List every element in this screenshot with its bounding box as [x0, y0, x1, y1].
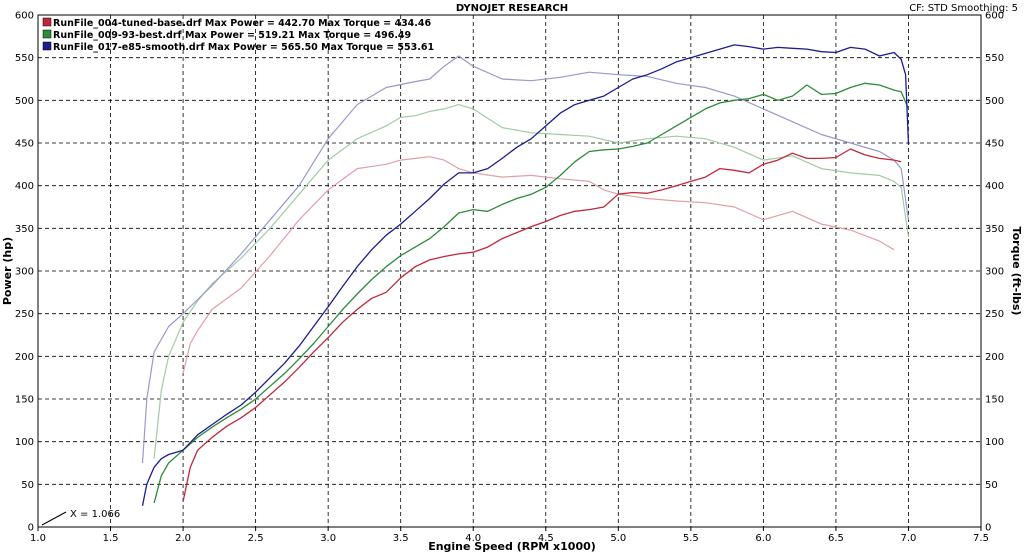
y-tick-label-right: 500: [985, 96, 1004, 107]
y-tick-label-right: 400: [985, 181, 1004, 192]
x-tick-label: 6.0: [755, 533, 771, 544]
y-tick-label-left: 250: [15, 309, 34, 320]
y-ticks-left: 0 50 100 150 200 250 300 350 400 450 500 550 600: [15, 11, 34, 534]
y-tick-label-left: 0: [28, 523, 34, 534]
x-tick-label: 4.5: [538, 533, 554, 544]
legend: RunFile_004-tuned-base.drf Max Power = 4…: [42, 17, 434, 53]
y-tick-label-right: 100: [985, 437, 1004, 448]
torque-curve-3: [141, 55, 910, 464]
power-curve-3: [141, 44, 910, 506]
y-tick-label-right: 450: [985, 139, 1004, 150]
torque-curve-2: [153, 103, 910, 459]
y-tick-label-right: 150: [985, 395, 1004, 406]
cursor-readout: X = 1.066: [41, 509, 120, 526]
x-tick-label: 6.5: [828, 533, 844, 544]
x-tick-label: 4.0: [465, 533, 481, 544]
y-tick-label-left: 50: [21, 480, 34, 491]
x-tick-label: 3.0: [320, 533, 336, 544]
x-ticks: 1.0 1.5 2.0 2.5 3.0 3.5 4.0 4.5 5.0 5.5 6.0 6.5 7.0 7…: [30, 527, 989, 544]
y-tick-label-left: 350: [15, 224, 34, 235]
x-tick-label: 7.5: [973, 533, 989, 544]
x-axis-label: Engine Speed (RPM x1000): [428, 540, 596, 552]
chart-title: DYNOJET RESEARCH: [456, 3, 568, 14]
legend-swatch-2: [42, 29, 52, 39]
legend-entry-1: RunFile_004-tuned-base.drf Max Power = 4…: [53, 18, 432, 29]
header-right: CF: STD Smoothing: 5: [909, 3, 1018, 14]
grid: [38, 15, 981, 527]
legend-entry-2: RunFile_009-93-best.drf Max Power = 519.…: [53, 30, 411, 41]
x-tick-label: 5.0: [610, 533, 626, 544]
y-tick-label-right: 550: [985, 53, 1004, 64]
y-tick-label-left: 550: [15, 53, 34, 64]
power-curve-1: [182, 148, 902, 502]
y-tick-label-left: 300: [15, 267, 34, 278]
y-axis-label-right: Torque (ft-lbs): [1010, 227, 1023, 316]
y-ticks-right: 0 50 100 150 200 250 300 350 400 450 500 550 600: [985, 11, 1004, 534]
y-tick-label-right: 200: [985, 352, 1004, 363]
x-tick-label: 5.5: [683, 533, 699, 544]
y-tick-label-right: 600: [985, 11, 1004, 22]
x-tick-label: 7.0: [901, 533, 917, 544]
y-tick-label-left: 450: [15, 139, 34, 150]
x-tick-label: 2.5: [248, 533, 264, 544]
x-tick-label: 2.0: [175, 533, 191, 544]
y-tick-label-left: 150: [15, 395, 34, 406]
x-tick-label: 1.5: [103, 533, 119, 544]
y-tick-label-left: 600: [15, 11, 34, 22]
y-axis-label-left: Power (hp): [1, 237, 14, 305]
y-tick-label-right: 250: [985, 309, 1004, 320]
y-tick-label-right: 350: [985, 224, 1004, 235]
y-tick-label-left: 400: [15, 181, 34, 192]
x-tick-label: 1.0: [30, 533, 46, 544]
y-tick-label-right: 0: [985, 523, 991, 534]
legend-swatch-3: [42, 41, 52, 51]
power-curve-2: [153, 82, 910, 504]
curves: [141, 44, 910, 506]
torque-curve-1: [182, 156, 895, 374]
legend-entry-3: RunFile_017-e85-smooth.drf Max Power = 5…: [53, 42, 434, 53]
y-tick-label-right: 50: [985, 480, 998, 491]
y-tick-label-right: 300: [985, 267, 1004, 278]
x-tick-label: 3.5: [393, 533, 409, 544]
cursor-label: X = 1.066: [70, 509, 120, 520]
y-tick-label-left: 100: [15, 437, 34, 448]
legend-swatch-1: [42, 17, 52, 27]
y-tick-label-left: 200: [15, 352, 34, 363]
y-tick-label-left: 500: [15, 96, 34, 107]
